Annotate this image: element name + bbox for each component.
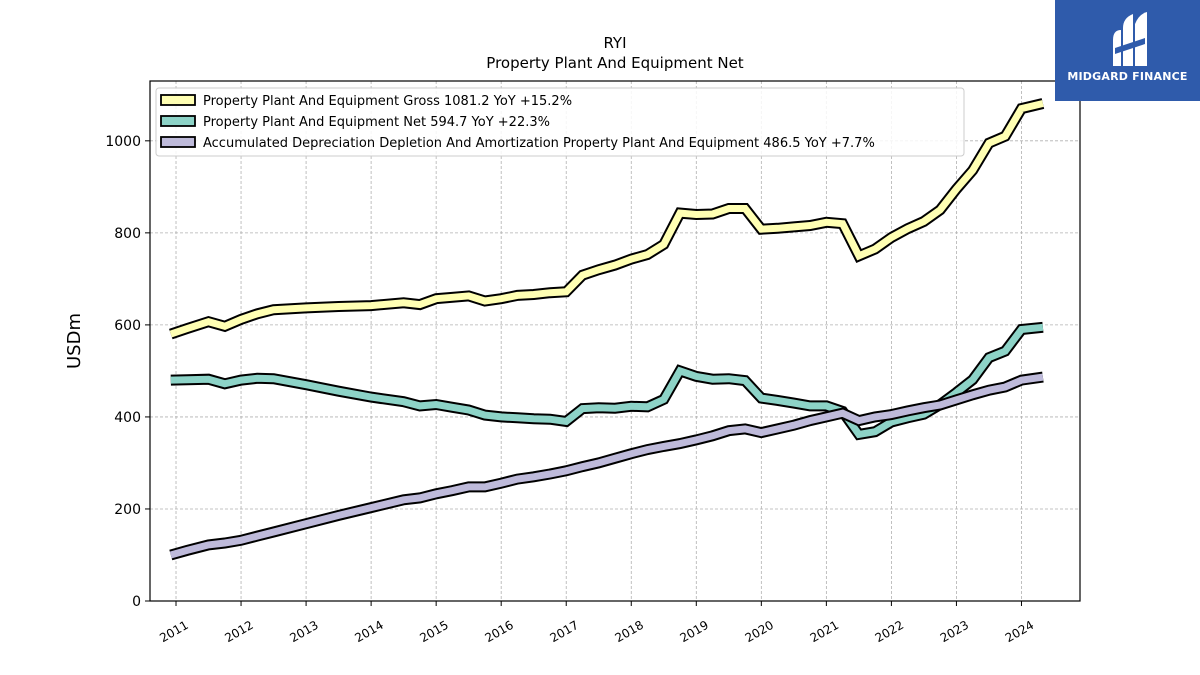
x-tick-label: 2015 — [417, 618, 450, 645]
logo-text: MIDGARD FINANCE — [1067, 70, 1188, 83]
x-tick-label: 2023 — [938, 618, 971, 645]
legend: Property Plant And Equipment Gross 1081.… — [155, 87, 965, 157]
legend-swatch-3 — [160, 136, 196, 148]
x-tick-label: 2011 — [157, 618, 190, 645]
midgard-finance-logo: MIDGARD FINANCE — [1055, 0, 1200, 101]
y-tick-label: 400 — [114, 410, 141, 426]
legend-swatch-1 — [160, 94, 196, 106]
y-tick-label: 600 — [114, 318, 141, 334]
chart-subtitle: Property Plant And Equipment Net — [486, 54, 743, 72]
chart-title: RYI — [603, 34, 626, 52]
y-tick-label: 800 — [114, 226, 141, 242]
y-tick-label: 1000 — [105, 134, 141, 150]
x-tick-label: 2024 — [1003, 618, 1036, 645]
x-tick-label: 2019 — [678, 618, 711, 645]
x-tick-label: 2017 — [547, 618, 580, 645]
series-lines — [169, 98, 1045, 561]
x-tick-label: 2021 — [808, 618, 841, 645]
x-tick-label: 2016 — [482, 618, 515, 645]
x-tick-label: 2020 — [743, 618, 776, 645]
series-line-1 — [169, 100, 1044, 338]
x-tick-label: 2014 — [352, 618, 385, 645]
y-tick-label: 0 — [132, 594, 141, 610]
series-line-2 — [170, 323, 1044, 439]
plot-frame — [149, 80, 1081, 602]
y-tick-label: 200 — [114, 502, 141, 518]
x-tick-label: 2013 — [287, 618, 320, 645]
legend-box — [155, 87, 965, 157]
series-line-3 — [169, 373, 1044, 559]
legend-label-3: Accumulated Depreciation Depletion And A… — [203, 136, 875, 151]
legend-swatch-2 — [160, 115, 196, 127]
x-tick-label: 2012 — [222, 618, 255, 645]
legend-label-1: Property Plant And Equipment Gross 1081.… — [203, 94, 572, 109]
axis-ticks: 0 200 400 600 800 1000 2011 2012 2013 2014 2015 201… — [105, 134, 1036, 645]
logo-mark-icon — [1113, 12, 1147, 66]
y-axis-label: USDm — [64, 313, 85, 369]
x-tick-label: 2018 — [613, 618, 646, 645]
legend-label-2: Property Plant And Equipment Net 594.7 Y… — [203, 115, 550, 130]
x-tick-label: 2022 — [873, 618, 906, 645]
